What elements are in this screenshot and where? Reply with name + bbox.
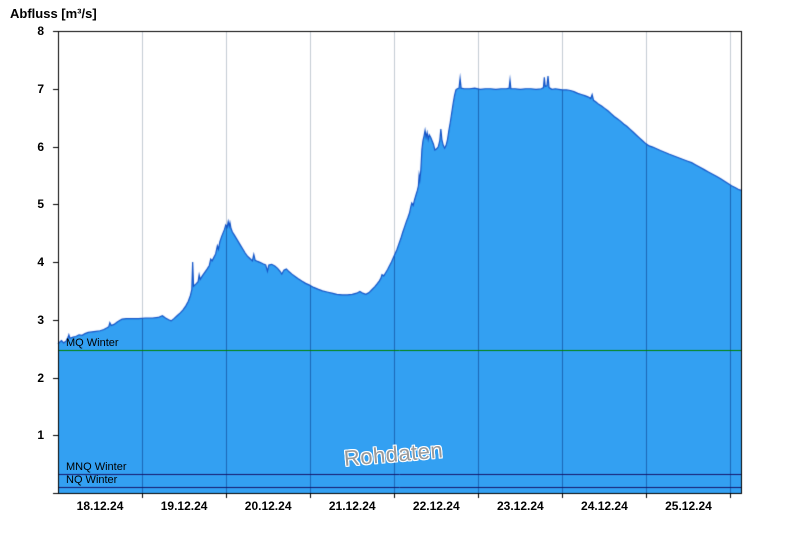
chart-title: Abfluss [m³/s] [10, 6, 97, 21]
